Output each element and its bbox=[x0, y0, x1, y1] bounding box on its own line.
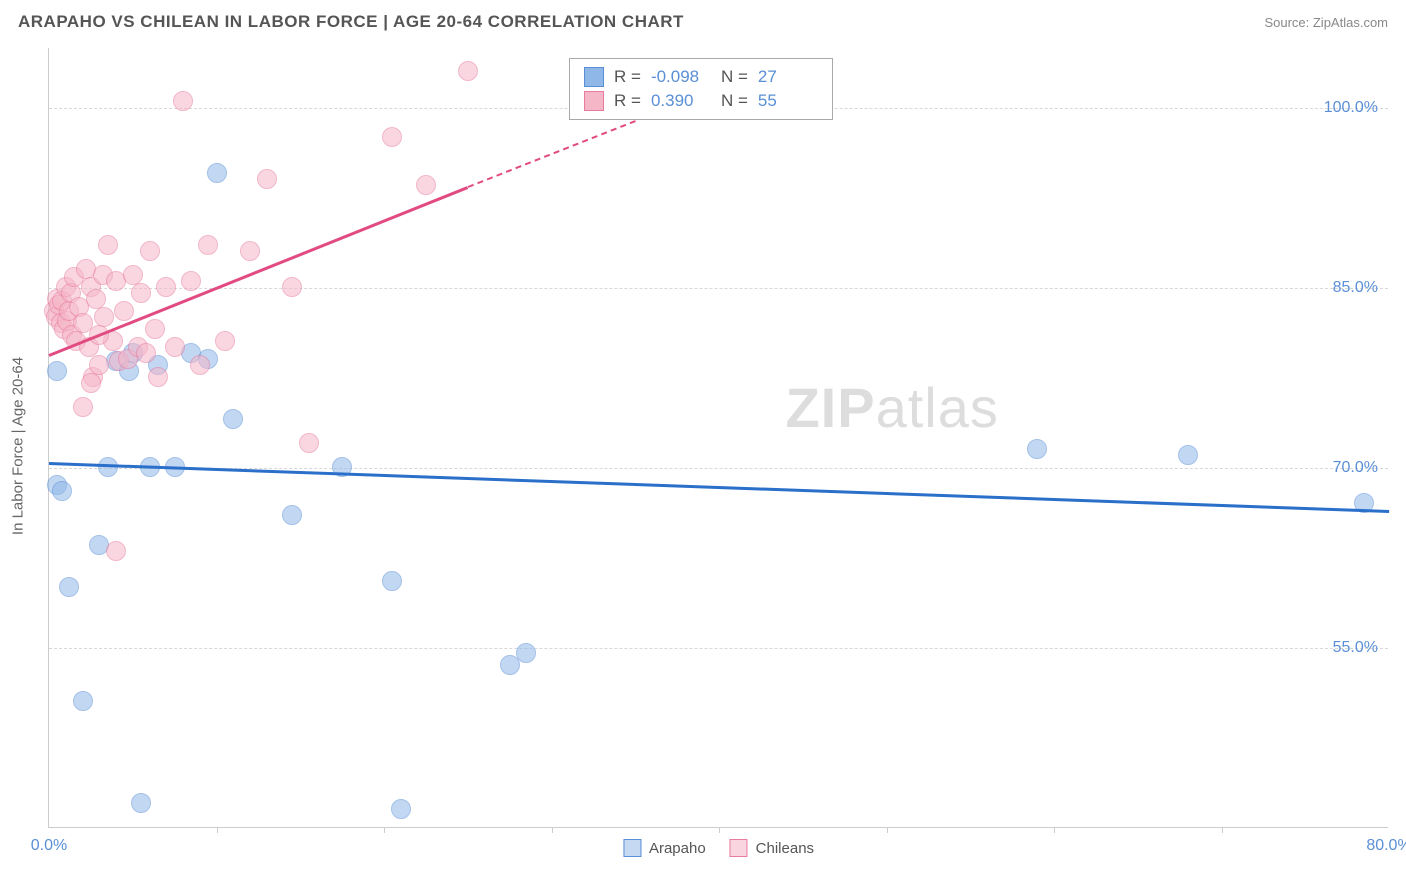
scatter-point bbox=[52, 481, 72, 501]
scatter-point bbox=[114, 301, 134, 321]
gridline bbox=[49, 288, 1388, 289]
x-tick-mark bbox=[217, 827, 218, 833]
scatter-point bbox=[47, 361, 67, 381]
stats-r-value: 0.390 bbox=[651, 91, 711, 111]
scatter-point bbox=[136, 343, 156, 363]
y-axis-label: In Labor Force | Age 20-64 bbox=[10, 357, 27, 535]
watermark: ZIPatlas bbox=[785, 375, 998, 440]
scatter-point bbox=[156, 277, 176, 297]
scatter-point bbox=[240, 241, 260, 261]
scatter-point bbox=[198, 235, 218, 255]
legend-item: Arapaho bbox=[623, 839, 706, 857]
stats-n-value: 55 bbox=[758, 91, 818, 111]
x-tick-mark bbox=[1054, 827, 1055, 833]
x-tick-mark bbox=[719, 827, 720, 833]
legend-item: Chileans bbox=[730, 839, 814, 857]
scatter-point bbox=[181, 271, 201, 291]
stats-n-label: N = bbox=[721, 91, 748, 111]
scatter-point bbox=[94, 307, 114, 327]
stats-swatch bbox=[584, 67, 604, 87]
stats-r-label: R = bbox=[614, 91, 641, 111]
stats-r-label: R = bbox=[614, 67, 641, 87]
stats-row: R = -0.098 N = 27 bbox=[584, 65, 818, 89]
stats-r-value: -0.098 bbox=[651, 67, 711, 87]
x-tick-label: 80.0% bbox=[1366, 837, 1406, 855]
y-tick-label: 85.0% bbox=[1333, 279, 1378, 297]
scatter-point bbox=[73, 397, 93, 417]
stats-n-value: 27 bbox=[758, 67, 818, 87]
scatter-point bbox=[59, 577, 79, 597]
scatter-point bbox=[516, 643, 536, 663]
scatter-point bbox=[416, 175, 436, 195]
scatter-point bbox=[282, 277, 302, 297]
scatter-point bbox=[98, 235, 118, 255]
gridline bbox=[49, 648, 1388, 649]
scatter-point bbox=[215, 331, 235, 351]
scatter-point bbox=[190, 355, 210, 375]
scatter-point bbox=[458, 61, 478, 81]
x-tick-mark bbox=[887, 827, 888, 833]
y-tick-label: 100.0% bbox=[1324, 99, 1378, 117]
stats-swatch bbox=[584, 91, 604, 111]
scatter-point bbox=[148, 367, 168, 387]
legend-swatch bbox=[730, 839, 748, 857]
scatter-point bbox=[81, 373, 101, 393]
chart-legend: Arapaho Chileans bbox=[623, 839, 814, 857]
scatter-point bbox=[123, 265, 143, 285]
scatter-point bbox=[73, 691, 93, 711]
y-tick-label: 70.0% bbox=[1333, 459, 1378, 477]
scatter-point bbox=[223, 409, 243, 429]
scatter-point bbox=[207, 163, 227, 183]
scatter-point bbox=[299, 433, 319, 453]
chart-title: ARAPAHO VS CHILEAN IN LABOR FORCE | AGE … bbox=[18, 12, 684, 32]
scatter-point bbox=[500, 655, 520, 675]
correlation-stats-box: R = -0.098 N = 27 R = 0.390 N = 55 bbox=[569, 58, 833, 120]
scatter-point bbox=[89, 355, 109, 375]
scatter-point bbox=[391, 799, 411, 819]
y-tick-label: 55.0% bbox=[1333, 639, 1378, 657]
x-tick-mark bbox=[384, 827, 385, 833]
scatter-point bbox=[257, 169, 277, 189]
x-tick-label: 0.0% bbox=[31, 837, 67, 855]
legend-label: Chileans bbox=[756, 840, 814, 857]
stats-row: R = 0.390 N = 55 bbox=[584, 89, 818, 113]
scatter-point bbox=[86, 289, 106, 309]
scatter-point bbox=[165, 337, 185, 357]
legend-swatch bbox=[623, 839, 641, 857]
stats-n-label: N = bbox=[721, 67, 748, 87]
scatter-point bbox=[1178, 445, 1198, 465]
scatter-point bbox=[173, 91, 193, 111]
scatter-point bbox=[382, 571, 402, 591]
scatter-point bbox=[131, 283, 151, 303]
scatter-point bbox=[140, 241, 160, 261]
scatter-point bbox=[282, 505, 302, 525]
x-tick-mark bbox=[552, 827, 553, 833]
scatter-point bbox=[1027, 439, 1047, 459]
scatter-point bbox=[145, 319, 165, 339]
scatter-point bbox=[106, 541, 126, 561]
legend-label: Arapaho bbox=[649, 840, 706, 857]
chart-plot-area: ZIPatlas 55.0%70.0%85.0%100.0%0.0%80.0%R… bbox=[48, 48, 1388, 828]
scatter-point bbox=[131, 793, 151, 813]
trend-line bbox=[467, 120, 635, 188]
chart-source: Source: ZipAtlas.com bbox=[1264, 15, 1388, 30]
x-tick-mark bbox=[1222, 827, 1223, 833]
trend-line bbox=[49, 462, 1389, 513]
scatter-point bbox=[382, 127, 402, 147]
